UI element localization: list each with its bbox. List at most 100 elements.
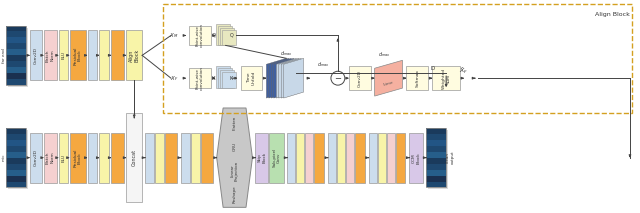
Polygon shape bbox=[217, 108, 252, 207]
Bar bbox=[191, 133, 200, 183]
Bar bbox=[6, 176, 26, 181]
Text: clean
output: clean output bbox=[446, 151, 454, 164]
Bar bbox=[426, 146, 446, 152]
Bar bbox=[6, 164, 26, 170]
Text: Residual
Block: Residual Block bbox=[74, 148, 82, 167]
Bar bbox=[6, 32, 26, 37]
Bar bbox=[426, 158, 446, 164]
Circle shape bbox=[331, 71, 345, 85]
Text: $\hat{X}_F$: $\hat{X}_F$ bbox=[460, 65, 468, 76]
Text: Q: Q bbox=[212, 33, 216, 38]
Bar bbox=[44, 133, 57, 183]
Bar bbox=[6, 55, 26, 61]
Text: GRU: GRU bbox=[232, 142, 237, 151]
Polygon shape bbox=[281, 58, 301, 98]
Bar bbox=[6, 79, 26, 85]
Text: Point-wise
convolution: Point-wise convolution bbox=[195, 66, 204, 90]
Bar bbox=[378, 133, 385, 183]
Bar bbox=[6, 37, 26, 43]
Bar bbox=[201, 133, 212, 183]
Text: Align Block: Align Block bbox=[595, 12, 630, 17]
Text: D: D bbox=[430, 66, 435, 71]
Bar bbox=[189, 68, 211, 88]
Bar bbox=[287, 133, 295, 183]
Bar bbox=[30, 30, 42, 80]
Bar bbox=[6, 152, 26, 158]
Bar bbox=[6, 67, 26, 73]
Bar bbox=[88, 30, 97, 80]
Bar bbox=[6, 170, 26, 176]
Text: K: K bbox=[212, 76, 216, 81]
Text: Concat: Concat bbox=[132, 149, 137, 166]
Bar bbox=[410, 133, 423, 183]
Text: CCM
Block: CCM Block bbox=[412, 152, 420, 164]
Bar bbox=[111, 30, 124, 80]
Bar bbox=[432, 66, 460, 90]
Bar bbox=[369, 133, 376, 183]
Bar bbox=[6, 128, 26, 187]
Text: $X_F$: $X_F$ bbox=[170, 74, 178, 83]
Bar bbox=[216, 24, 230, 45]
Bar bbox=[6, 26, 26, 85]
Bar bbox=[8, 27, 28, 87]
Bar bbox=[396, 133, 405, 183]
Text: Conv2D: Conv2D bbox=[34, 149, 38, 166]
Bar bbox=[165, 133, 177, 183]
Bar bbox=[6, 140, 26, 146]
Bar bbox=[426, 181, 446, 187]
Bar bbox=[181, 133, 190, 183]
Text: $d_{max}$: $d_{max}$ bbox=[317, 60, 329, 69]
Bar bbox=[111, 133, 124, 183]
Bar bbox=[6, 146, 26, 152]
Text: Align
Block: Align Block bbox=[129, 49, 140, 62]
Bar bbox=[59, 133, 68, 183]
Bar bbox=[6, 158, 26, 164]
Bar bbox=[269, 133, 284, 183]
Text: K: K bbox=[230, 76, 233, 81]
Bar bbox=[126, 30, 142, 80]
Bar bbox=[6, 73, 26, 79]
Bar bbox=[220, 70, 234, 88]
Bar bbox=[406, 66, 428, 90]
Bar bbox=[6, 43, 26, 49]
Bar bbox=[88, 133, 97, 183]
Bar bbox=[346, 133, 354, 183]
Bar bbox=[428, 130, 448, 189]
Polygon shape bbox=[374, 60, 403, 96]
Bar bbox=[6, 61, 26, 67]
Bar bbox=[6, 128, 26, 134]
Bar bbox=[155, 133, 164, 183]
Bar bbox=[70, 30, 86, 80]
Text: Batch
Norm: Batch Norm bbox=[46, 151, 54, 164]
Polygon shape bbox=[271, 58, 291, 98]
Bar bbox=[8, 130, 28, 189]
Text: $X_M$: $X_M$ bbox=[170, 31, 179, 40]
Bar bbox=[99, 133, 109, 183]
Text: Linear
Projection: Linear Projection bbox=[230, 160, 239, 181]
Text: Time
Unfold: Time Unfold bbox=[247, 71, 256, 85]
Bar bbox=[30, 133, 42, 183]
Text: $d_{max}$: $d_{max}$ bbox=[280, 49, 292, 58]
Bar bbox=[426, 176, 446, 181]
Text: ltime: ltime bbox=[383, 81, 394, 88]
Bar bbox=[59, 30, 68, 80]
Bar bbox=[6, 49, 26, 55]
Text: Reshape: Reshape bbox=[232, 186, 237, 203]
Text: Weighted
sum: Weighted sum bbox=[442, 68, 451, 89]
Bar bbox=[6, 134, 26, 140]
Text: $d_{max}$: $d_{max}$ bbox=[378, 50, 391, 59]
Text: Conv2D: Conv2D bbox=[358, 70, 362, 87]
Bar bbox=[349, 66, 371, 90]
Bar bbox=[426, 134, 446, 140]
Polygon shape bbox=[284, 58, 303, 98]
Bar bbox=[145, 133, 154, 183]
Text: ELU: ELU bbox=[61, 51, 65, 59]
Bar bbox=[426, 128, 446, 134]
Bar bbox=[426, 128, 446, 187]
Text: Softmax: Softmax bbox=[415, 69, 419, 87]
Text: Conv2D: Conv2D bbox=[34, 47, 38, 64]
Bar bbox=[337, 133, 345, 183]
Bar bbox=[189, 26, 211, 45]
Bar bbox=[241, 66, 262, 90]
Bar bbox=[426, 140, 446, 146]
